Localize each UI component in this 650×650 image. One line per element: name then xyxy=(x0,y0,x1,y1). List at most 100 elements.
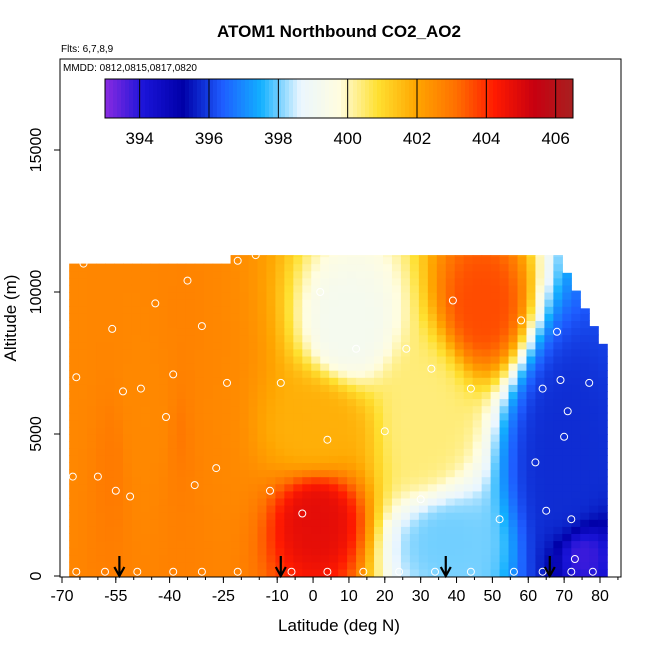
heatmap-cell xyxy=(149,483,160,492)
heatmap-cell xyxy=(418,313,429,321)
heatmap-cell xyxy=(105,469,115,478)
heatmap-cell xyxy=(194,561,205,570)
heatmap-cell xyxy=(463,505,474,513)
heatmap-cell xyxy=(248,497,259,506)
heatmap-cell xyxy=(508,568,519,577)
heatmap-cell xyxy=(167,497,178,506)
heatmap-cell xyxy=(374,270,384,279)
heatmap-cell xyxy=(96,263,106,272)
heatmap-cell xyxy=(212,327,223,336)
heatmap-cell xyxy=(212,391,223,400)
heatmap-cell xyxy=(400,355,411,364)
heatmap-cell xyxy=(409,419,420,428)
heatmap-cell xyxy=(499,320,510,329)
heatmap-cell xyxy=(194,490,205,499)
heatmap-cell xyxy=(356,526,366,534)
heatmap-cell xyxy=(589,568,599,577)
heatmap-cell xyxy=(212,426,223,435)
heatmap-cell xyxy=(508,384,519,392)
heatmap-cell xyxy=(418,448,429,456)
heatmap-cell xyxy=(409,490,420,499)
heatmap-cell xyxy=(69,334,79,343)
heatmap-cell xyxy=(544,419,554,428)
heatmap-cell xyxy=(338,483,348,492)
heatmap-cell xyxy=(553,327,563,336)
heatmap-cell xyxy=(114,505,124,513)
heatmap-cell xyxy=(230,270,241,279)
heatmap-cell xyxy=(320,505,330,513)
heatmap-cell xyxy=(114,341,124,350)
heatmap-cell xyxy=(114,462,124,471)
heatmap-cell xyxy=(149,398,160,407)
heatmap-cell xyxy=(96,348,106,357)
heatmap-cell xyxy=(230,419,241,428)
heatmap-cell xyxy=(436,363,447,371)
heatmap-cell xyxy=(391,391,402,400)
heatmap-cell xyxy=(230,292,241,300)
heatmap-cell xyxy=(105,490,115,499)
colorbar-segment xyxy=(185,79,190,118)
heatmap-cell xyxy=(194,441,205,449)
heatmap-cell xyxy=(508,320,519,329)
y-tick-label: 0 xyxy=(28,571,45,580)
heatmap-cell xyxy=(194,263,205,272)
heatmap-cell xyxy=(293,540,303,549)
heatmap-cell xyxy=(194,398,205,407)
heatmap-cell xyxy=(96,519,106,527)
heatmap-cell xyxy=(185,299,196,307)
heatmap-cell xyxy=(302,255,312,258)
heatmap-cell xyxy=(365,568,375,577)
heatmap-cell xyxy=(472,313,483,321)
heatmap-cell xyxy=(176,469,187,478)
heatmap-cell xyxy=(472,568,483,577)
heatmap-cell xyxy=(320,455,330,463)
heatmap-cell xyxy=(418,505,429,513)
heatmap-cell xyxy=(329,341,339,350)
heatmap-cell xyxy=(356,341,366,350)
heatmap-cell xyxy=(203,313,214,321)
heatmap-cell xyxy=(481,299,492,307)
heatmap-cell xyxy=(212,469,223,478)
heatmap-cell xyxy=(445,256,456,265)
heatmap-cell xyxy=(266,462,277,471)
heatmap-cell xyxy=(463,341,474,350)
heatmap-cell xyxy=(239,355,250,364)
heatmap-cell xyxy=(257,334,268,343)
heatmap-cell xyxy=(598,483,608,492)
heatmap-cell xyxy=(230,476,241,485)
heatmap-cell xyxy=(526,469,537,478)
heatmap-cell xyxy=(535,455,546,463)
heatmap-cell xyxy=(221,292,232,300)
heatmap-cell xyxy=(365,348,375,357)
heatmap-cell xyxy=(185,526,196,534)
heatmap-cell xyxy=(481,512,492,520)
heatmap-cell xyxy=(167,512,178,520)
heatmap-cell xyxy=(78,483,88,492)
heatmap-cell xyxy=(185,540,196,549)
heatmap-cell xyxy=(122,299,133,307)
heatmap-cell xyxy=(445,263,456,272)
heatmap-cell xyxy=(463,384,474,392)
heatmap-cell xyxy=(499,270,510,279)
heatmap-cell xyxy=(508,419,519,428)
heatmap-cell xyxy=(374,341,384,350)
heatmap-cell xyxy=(230,455,241,463)
heatmap-cell xyxy=(517,270,528,279)
heatmap-cell xyxy=(347,526,357,534)
heatmap-cell xyxy=(257,370,268,378)
heatmap-cell xyxy=(463,313,474,321)
heatmap-cell xyxy=(149,554,160,563)
heatmap-cell xyxy=(409,554,420,563)
heatmap-cell xyxy=(266,554,277,563)
heatmap-cell xyxy=(517,455,528,463)
heatmap-cell xyxy=(194,533,205,542)
heatmap-cell xyxy=(508,405,519,414)
heatmap-cell xyxy=(176,263,187,272)
heatmap-cell xyxy=(347,355,357,364)
colorbar-segment xyxy=(521,79,526,118)
heatmap-cell xyxy=(230,263,241,272)
heatmap-cell xyxy=(436,540,447,549)
heatmap-cell xyxy=(78,299,88,307)
heatmap-cell xyxy=(87,306,97,314)
heatmap-cell xyxy=(87,405,97,414)
